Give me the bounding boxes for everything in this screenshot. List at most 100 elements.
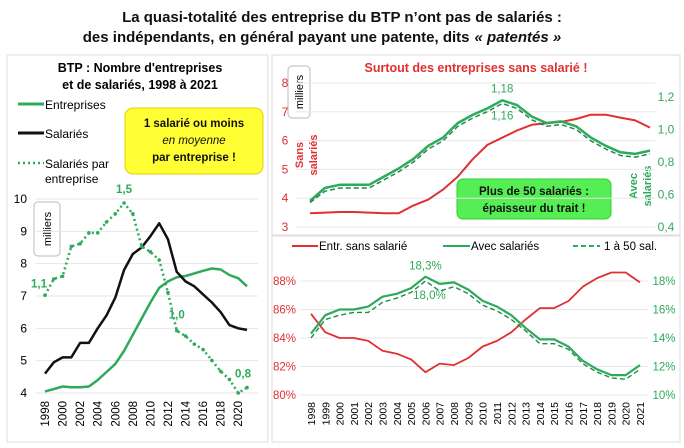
data-point-ratio [69,244,74,249]
y-tick-label-left: 6 [282,134,289,148]
y-tick-label: 7 [20,289,27,303]
x-tick-label: 2016 [198,401,210,427]
series-line-1-50-sal [309,102,651,204]
x-tick-label: 2010 [478,402,490,426]
x-tick-label: 2014 [535,402,547,426]
data-point-ratio [227,377,232,382]
x-tick-label: 2002 [75,401,87,427]
legend-sans-salarie-label: Entr. sans salarié [319,241,407,253]
left-axis-label-line1: Sans [294,142,306,168]
right-axis-label-line2: salariés [642,166,654,207]
y-tick-label-left: 4 [282,191,289,205]
unit-box-left [33,201,61,257]
legend-salaries-label: Salariés [45,127,88,141]
data-point-ratio [245,385,249,390]
legend-ratio-label-line1: Salariés par [45,157,109,171]
series-line-avec-salaries [309,99,651,202]
callout-line1: 1 salarié ou moins [144,118,244,130]
y-tick-label: 5 [20,354,27,368]
x-tick-label: 2002 [363,402,375,426]
y-tick-label-right: 18% [652,276,675,288]
x-tick-label: 2017 [578,402,590,426]
y-tick-label-left: 3 [282,220,289,234]
unit-label-right: milliers [294,74,306,109]
y-tick-label-left: 8 [282,76,289,90]
y-tick-label-left: 86% [273,305,296,317]
left-chart-title-line1: BTP : Nombre d'entreprises [58,61,223,75]
data-point-ratio [113,212,118,216]
y-tick-label-right: 16% [652,305,675,317]
right-bottom-panel [271,235,681,443]
data-point-ratio [78,241,82,246]
x-tick-label: 2018 [592,402,604,426]
x-tick-label: 2003 [378,402,390,426]
data-point-ratio [87,231,91,235]
data-point-ratio [218,369,223,374]
data-label: 18,3% [409,261,442,273]
x-tick-label: 2019 [606,402,618,426]
y-tick-label: 10 [14,192,28,206]
x-tick-label: 2014 [181,400,193,426]
data-point-ratio [210,358,214,363]
y-tick-label: 6 [20,321,27,335]
x-tick-label: 2012 [506,402,518,426]
data-point-ratio [166,290,170,295]
series-line-sans-salarie [310,271,641,374]
x-tick-label: 2001 [349,402,361,426]
y-tick-label-left: 84% [273,333,296,345]
data-point-ratio [183,334,188,338]
series-line-salaries [44,222,248,375]
x-tick-label: 2011 [492,402,504,425]
top-right-title: Surtout des entreprises sans salarié ! [364,61,587,75]
y-tick-label: 8 [20,257,27,271]
main-title-italic: « patentés » [475,29,562,46]
data-point-ratio [104,220,109,224]
x-tick-label: 2016 [563,402,575,426]
x-tick-label: 2013 [521,402,533,426]
x-tick-label: 2004 [93,400,105,426]
x-tick-label: 2012 [163,401,175,427]
x-tick-label: 2018 [216,401,228,427]
callout-line3: par entreprise ! [152,152,236,164]
x-tick-label: 2004 [392,402,404,426]
data-point-ratio [60,274,65,279]
y-tick-label-right: 12% [652,362,675,374]
x-tick-label: 1999 [320,402,332,426]
right-axis-label-line1: Avec [628,173,640,199]
unit-box-right [287,65,311,119]
callout-line2: en moyenne [162,135,225,147]
data-label: 18,0% [413,290,446,302]
data-label: 1,5 [116,184,133,196]
data-point-ratio [236,391,241,395]
series-line-entreprises [44,267,248,393]
y-tick-label: 9 [20,224,27,238]
unit-label-left: milliers [42,211,54,246]
y-tick-label-left: 82% [273,362,296,374]
legend-1-50-label: 1 à 50 sal. [604,241,657,253]
x-tick-label: 2007 [435,402,447,426]
y-tick-label-right: 0,4 [658,220,675,234]
y-tick-label: 4 [20,386,27,400]
x-tick-label: 2005 [406,402,418,426]
data-label: 0,8 [235,369,252,381]
legend-ratio-label-line2: entreprise [45,172,99,186]
x-tick-label: 2009 [463,402,475,426]
callout-box-yellow [124,107,264,175]
y-tick-label-left: 5 [282,162,289,176]
series-line-avec-salaries [310,275,641,377]
callout-green-line1: Plus de 50 salariés : [479,186,589,198]
x-tick-label: 2020 [233,401,245,427]
data-point-ratio [157,258,161,262]
main-title-line1: La quasi-totalité des entreprise du BTP … [122,9,562,26]
data-label: 1,1 [31,278,48,290]
data-point-ratio [43,293,47,298]
y-tick-label-right: 1,2 [658,90,675,104]
left-chart-title-line2: et de salariés, 1998 à 2021 [62,78,218,92]
data-point-ratio [174,328,179,333]
x-tick-label: 2000 [58,401,70,427]
data-point-ratio [131,212,135,216]
data-point-ratio [95,231,100,235]
y-tick-label-right: 14% [652,333,675,345]
x-tick-label: 2020 [621,402,633,426]
